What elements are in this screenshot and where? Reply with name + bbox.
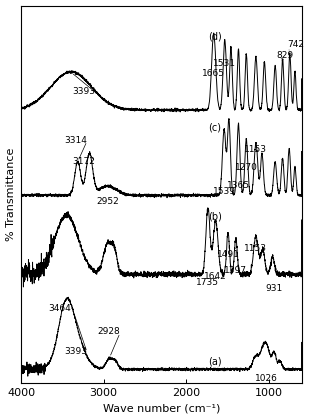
Text: 1153: 1153	[244, 244, 267, 253]
Text: 1531: 1531	[213, 59, 236, 68]
Text: 2928: 2928	[97, 328, 120, 336]
Text: 1539: 1539	[212, 187, 236, 196]
Text: 3172: 3172	[72, 157, 95, 166]
Text: 1153: 1153	[244, 145, 267, 154]
Text: 742: 742	[288, 40, 305, 49]
Text: (a): (a)	[208, 356, 222, 366]
Text: 1270: 1270	[235, 163, 258, 172]
Text: 3464: 3464	[49, 305, 71, 313]
Text: (c): (c)	[208, 123, 221, 133]
Text: 3314: 3314	[64, 136, 87, 145]
Text: 829: 829	[277, 51, 294, 60]
Text: 1665: 1665	[202, 70, 225, 78]
Text: 1642: 1642	[204, 272, 227, 281]
Text: (d): (d)	[208, 31, 222, 41]
Text: 2952: 2952	[96, 197, 119, 206]
Text: 1026: 1026	[255, 374, 278, 383]
Text: 1491: 1491	[217, 250, 240, 259]
Text: 3393: 3393	[72, 87, 95, 96]
Text: 1397: 1397	[224, 266, 247, 275]
Y-axis label: % Transmittance: % Transmittance	[6, 147, 16, 241]
X-axis label: Wave number (cm⁻¹): Wave number (cm⁻¹)	[103, 403, 220, 414]
Text: 931: 931	[266, 284, 283, 293]
Text: 3393: 3393	[64, 347, 87, 356]
Text: 1735: 1735	[197, 278, 219, 287]
Text: 1365: 1365	[227, 181, 250, 190]
Text: (b): (b)	[208, 212, 222, 222]
